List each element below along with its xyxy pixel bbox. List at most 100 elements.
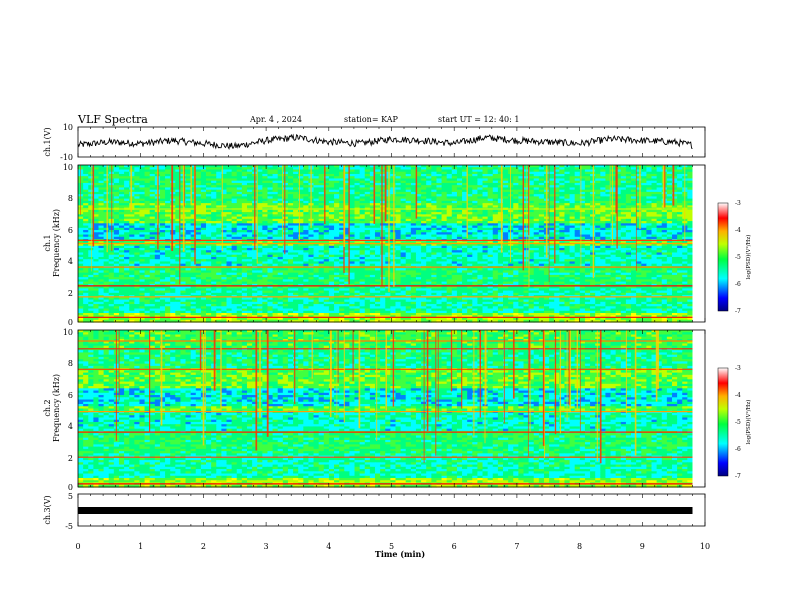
spectrogram-cell (374, 165, 381, 168)
spectrogram-cell (262, 250, 269, 254)
spectrogram-cell (400, 218, 407, 222)
spectrogram-cell (656, 176, 663, 180)
spectrogram-cell (405, 218, 412, 222)
spectrogram-cell (200, 214, 207, 218)
spectrogram-cell (687, 247, 694, 251)
spectrogram-cell (554, 196, 560, 200)
spectrogram-cell (349, 245, 356, 249)
spectrogram-cell (113, 236, 120, 240)
spectrogram-cell (83, 232, 89, 236)
spectrogram-cell (241, 200, 248, 204)
spectrogram-cell (175, 200, 182, 204)
spectrogram-cell (538, 218, 545, 222)
spectrogram-cell (636, 218, 642, 222)
spectrogram-cell (472, 234, 478, 238)
spectrogram-cell (216, 178, 222, 182)
spectrogram-cell (456, 225, 463, 229)
spectrogram-cell (298, 182, 304, 186)
spectrogram-cell (241, 196, 248, 200)
spectrogram-cell (98, 256, 105, 260)
spectrogram-cell (328, 227, 335, 231)
spectrogram-cell (646, 254, 653, 258)
spectrogram-cell (497, 223, 504, 227)
spectrogram-cell (262, 187, 269, 191)
spectrogram-cell (257, 250, 263, 254)
spectrogram-cell (426, 209, 432, 213)
spectrogram-cell (318, 200, 325, 204)
spectrogram-cell (257, 252, 263, 256)
spectrogram-cell (472, 189, 478, 193)
spectrogram-cell (328, 176, 335, 180)
spectrogram-cell (487, 212, 494, 215)
spectrogram-cell (293, 227, 299, 231)
spectrogram-cell (313, 167, 320, 171)
spectrogram-cell (380, 247, 386, 251)
spectrogram-cell (451, 221, 458, 224)
spectrogram-cell (595, 200, 601, 204)
spectrogram-cell (574, 209, 581, 213)
spectrogram-cell (139, 218, 146, 222)
spectrogram-cell (426, 245, 432, 249)
spectrogram-cell (134, 196, 141, 200)
spectrogram-cell (124, 205, 130, 209)
spectrogram-cell (492, 185, 499, 189)
spectrogram-cell (646, 203, 653, 206)
spectrogram-cell (195, 180, 202, 184)
spectrogram-cell (579, 230, 586, 233)
spectrogram-cell (646, 169, 653, 173)
spectrogram-cell (421, 230, 427, 233)
spectrogram-cell (144, 178, 151, 182)
spectrogram-cell (651, 214, 658, 218)
spectrogram-cell (298, 185, 304, 189)
spectrogram-cell (528, 200, 535, 204)
spectrogram-cell (538, 182, 545, 186)
spectrogram-cell (620, 254, 627, 258)
spectrogram-cell (195, 189, 202, 193)
spectrogram-cell (339, 203, 345, 206)
spectrogram-cell (195, 167, 202, 171)
spectrogram-cell (83, 212, 89, 215)
spectrogram-cell (569, 182, 576, 186)
spectrogram-cell (477, 221, 484, 224)
spectrogram-cell (246, 171, 253, 175)
spectrogram-cell (282, 165, 289, 168)
spectrogram-cell (282, 216, 289, 220)
spectrogram-cell (421, 247, 427, 251)
spectrogram-cell (584, 214, 591, 218)
spectrogram-cell (318, 171, 325, 175)
spectrogram-cell (431, 203, 438, 206)
spectrogram-cell (528, 171, 535, 175)
spectrogram-cell (303, 230, 310, 233)
spectrogram-cell (241, 254, 248, 258)
spectrogram-cell (497, 176, 504, 180)
spectrogram-cell (687, 214, 694, 218)
spectrogram-cell (671, 176, 678, 180)
spectrogram-cell (246, 221, 253, 224)
spectrogram-cell (579, 196, 586, 200)
spectrogram-cell (426, 234, 432, 238)
spectrogram-cell (83, 241, 89, 245)
spectrogram-cell (472, 243, 478, 247)
spectrogram-cell (334, 223, 340, 227)
spectrogram-cell (298, 209, 304, 213)
spectrogram-cell (267, 167, 274, 171)
spectrogram-cell (221, 191, 228, 195)
spectrogram-cell (579, 234, 586, 238)
spectrogram-cell (600, 218, 607, 222)
spectrogram-cell (349, 191, 356, 195)
spectrogram-cell (533, 230, 540, 233)
spectrogram-cell (574, 178, 581, 182)
spectrogram-cell (677, 176, 683, 180)
spectrogram-cell (195, 191, 202, 195)
spectrogram-cell (625, 243, 632, 247)
spectrogram-cell (328, 241, 335, 245)
spectrogram-cell (113, 176, 120, 180)
spectrogram-cell (595, 196, 601, 200)
spectrogram-cell (574, 180, 581, 184)
spectrogram-cell (262, 212, 269, 215)
spectrogram-cell (103, 236, 110, 240)
spectrogram-cell (369, 241, 376, 245)
spectrogram-cell (487, 221, 494, 224)
spectrogram-cell (385, 245, 391, 249)
spectrogram-cell (144, 187, 151, 191)
